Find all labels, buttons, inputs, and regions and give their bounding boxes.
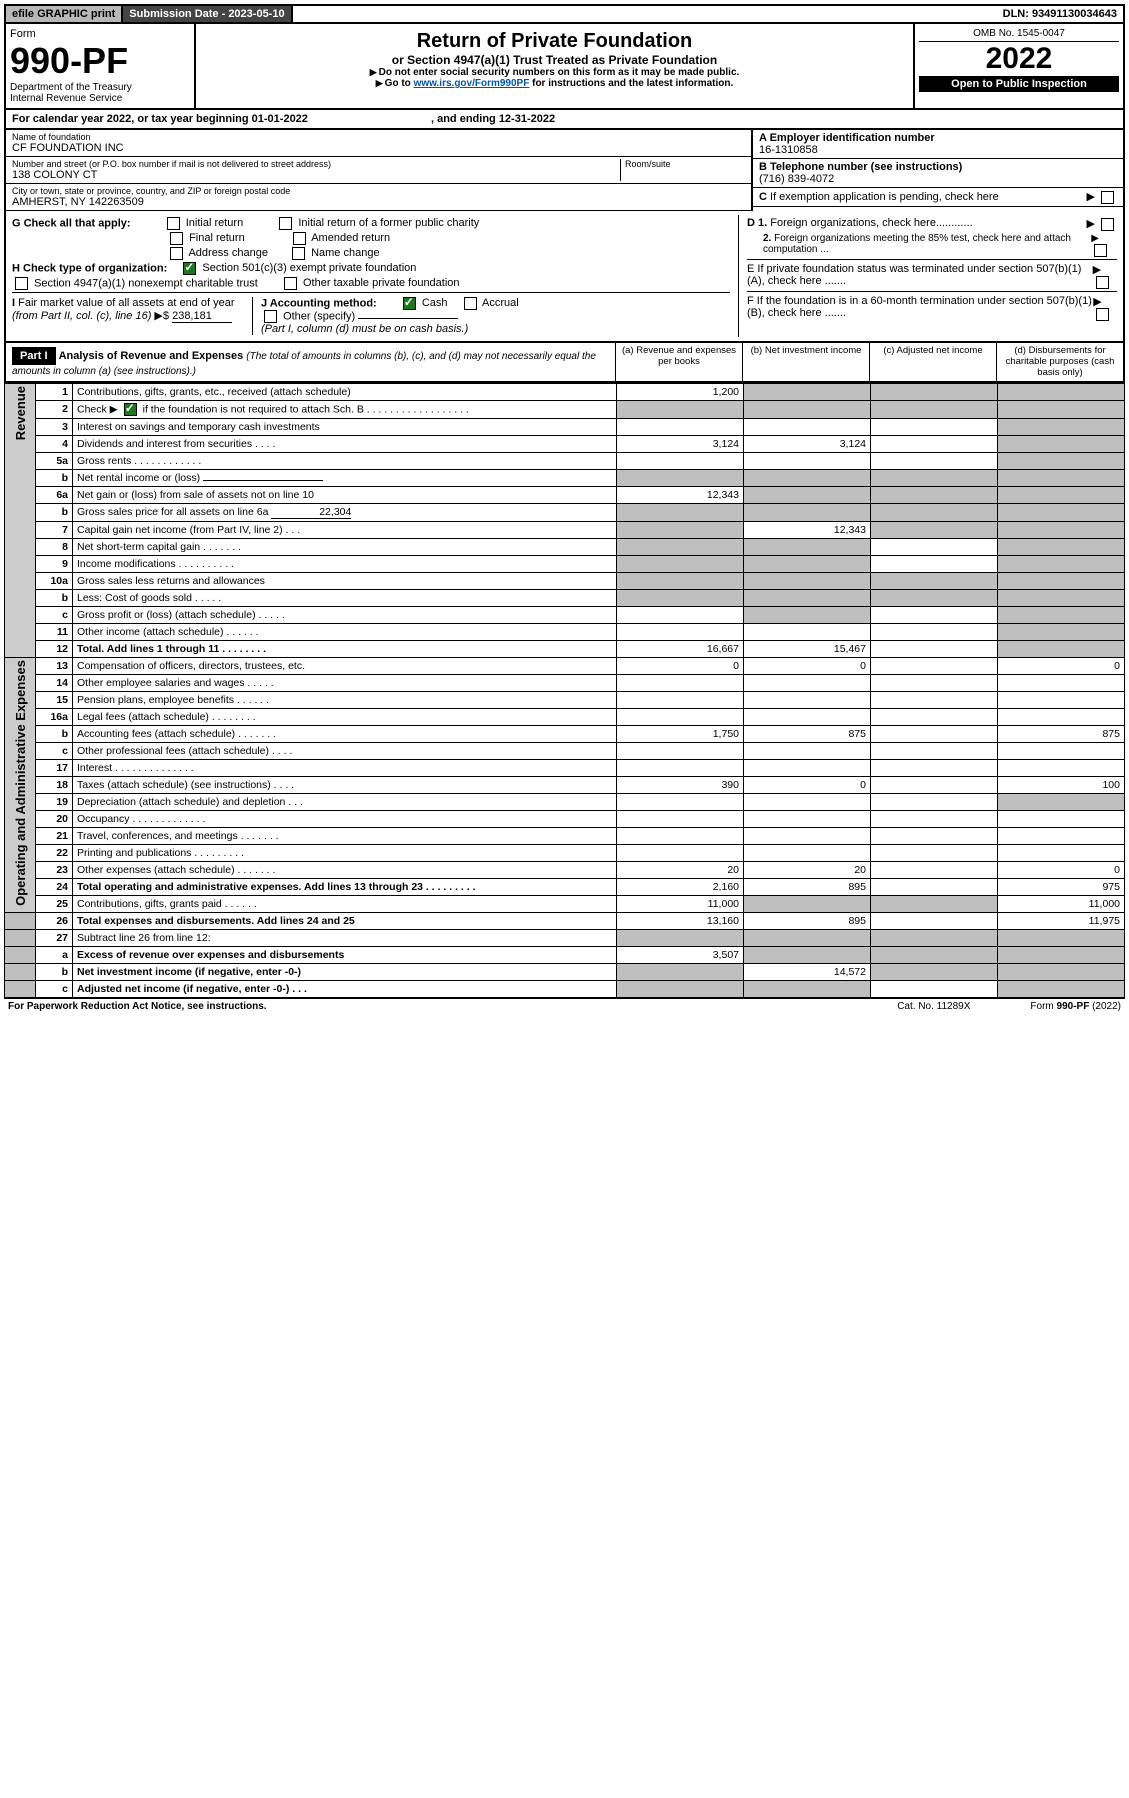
g-initial-cb[interactable]	[167, 217, 180, 230]
part1-badge: Part I	[12, 347, 56, 365]
form-label: Form	[10, 28, 190, 40]
g-initial-former-cb[interactable]	[279, 217, 292, 230]
d1-label: D 1. Foreign organizations, check here..…	[747, 217, 973, 231]
expenses-label: Operating and Administrative Expenses	[13, 660, 28, 906]
g-final-cb[interactable]	[170, 232, 183, 245]
part1-header: Part I Analysis of Revenue and Expenses …	[4, 343, 1125, 383]
calendar-year: For calendar year 2022, or tax year begi…	[4, 110, 1125, 130]
h-501-cb[interactable]	[183, 262, 196, 275]
i-value: 238,181	[172, 310, 232, 323]
efile-badge: efile GRAPHIC print	[6, 6, 123, 22]
ein: 16-1310858	[759, 144, 1117, 156]
title: Return of Private Foundation	[206, 30, 903, 53]
h-label: H Check type of organization:	[12, 262, 167, 274]
footer: For Paperwork Reduction Act Notice, see …	[4, 998, 1125, 1014]
schb-cb[interactable]	[124, 403, 137, 416]
f-label: F If the foundation is in a 60-month ter…	[747, 295, 1093, 321]
h-other-cb[interactable]	[284, 277, 297, 290]
dept: Department of the Treasury	[10, 82, 190, 93]
irs-link[interactable]: www.irs.gov/Form990PF	[414, 78, 530, 89]
footer-cat: Cat. No. 11289X	[897, 1001, 1030, 1012]
d2-cb[interactable]	[1094, 244, 1107, 257]
col-c-hdr: (c) Adjusted net income	[869, 343, 996, 381]
c-label: C If exemption application is pending, c…	[759, 191, 999, 203]
irs: Internal Revenue Service	[10, 93, 190, 104]
omb: OMB No. 1545-0047	[919, 28, 1119, 42]
ghij-block: G Check all that apply: Initial return I…	[4, 211, 1125, 343]
d1-cb[interactable]	[1101, 218, 1114, 231]
j-note: (Part I, column (d) must be on cash basi…	[261, 323, 468, 335]
col-a-hdr: (a) Revenue and expenses per books	[615, 343, 742, 381]
g-amended-cb[interactable]	[293, 232, 306, 245]
room-label: Room/suite	[625, 159, 745, 169]
j-other-cb[interactable]	[264, 310, 277, 323]
j-accrual-cb[interactable]	[464, 297, 477, 310]
tax-year: 2022	[919, 42, 1119, 76]
subtitle: or Section 4947(a)(1) Trust Treated as P…	[206, 53, 903, 67]
submission-date: Submission Date - 2023-05-10	[123, 6, 292, 22]
part1-title: Analysis of Revenue and Expenses	[59, 350, 244, 362]
form-header: Form 990-PF Department of the Treasury I…	[4, 24, 1125, 110]
j-label: J Accounting method:	[261, 297, 377, 309]
city: AMHERST, NY 142263509	[12, 196, 745, 208]
instr1: Do not enter social security numbers on …	[206, 67, 903, 78]
form-code: 990-PF	[10, 40, 190, 82]
open-public: Open to Public Inspection	[919, 76, 1119, 92]
instr2: Go to www.irs.gov/Form990PF for instruct…	[206, 78, 903, 89]
g-addr-cb[interactable]	[170, 247, 183, 260]
foundation-name: CF FOUNDATION INC	[12, 142, 745, 154]
col-b-hdr: (b) Net investment income	[742, 343, 869, 381]
main-table: Revenue 1Contributions, gifts, grants, e…	[4, 383, 1125, 998]
info-grid: Name of foundation CF FOUNDATION INC Num…	[4, 130, 1125, 211]
d2-label: 2. Foreign organizations meeting the 85%…	[763, 233, 1091, 257]
e-label: E If private foundation status was termi…	[747, 263, 1093, 289]
ein-label: A Employer identification number	[759, 132, 1117, 144]
c-checkbox[interactable]	[1101, 191, 1114, 204]
e-cb[interactable]	[1096, 276, 1109, 289]
footer-left: For Paperwork Reduction Act Notice, see …	[8, 1001, 267, 1012]
f-cb[interactable]	[1096, 308, 1109, 321]
dln: DLN: 93491130034643	[997, 6, 1123, 22]
addr-label: Number and street (or P.O. box number if…	[12, 159, 620, 169]
footer-right: Form 990-PF (2022)	[1030, 1001, 1121, 1012]
g-name-cb[interactable]	[292, 247, 305, 260]
j-cash-cb[interactable]	[403, 297, 416, 310]
name-label: Name of foundation	[12, 132, 745, 142]
revenue-label: Revenue	[13, 386, 28, 440]
address: 138 COLONY CT	[12, 169, 620, 181]
city-label: City or town, state or province, country…	[12, 186, 745, 196]
top-bar: efile GRAPHIC print Submission Date - 20…	[4, 4, 1125, 24]
h-4947-cb[interactable]	[15, 277, 28, 290]
phone-label: B Telephone number (see instructions)	[759, 161, 1117, 173]
phone: (716) 839-4072	[759, 173, 1117, 185]
g-label: G Check all that apply:	[12, 217, 131, 229]
col-d-hdr: (d) Disbursements for charitable purpose…	[996, 343, 1123, 381]
